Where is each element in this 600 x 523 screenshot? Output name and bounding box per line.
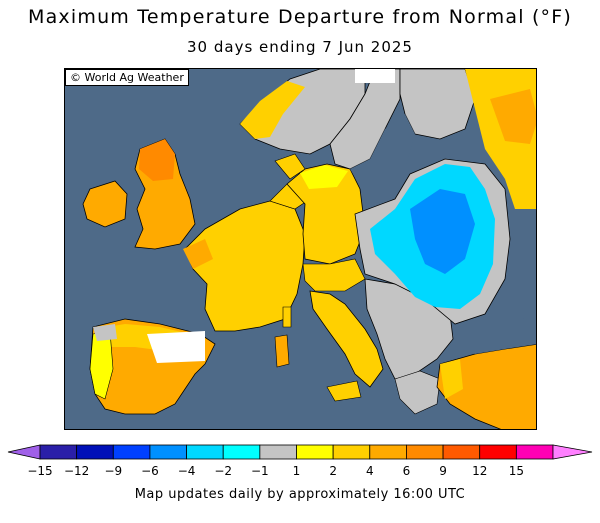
legend-bin <box>39 444 78 460</box>
legend-high-arrow <box>552 444 593 460</box>
legend-tick-label: −12 <box>64 464 89 478</box>
legend-tick-label: 1 <box>293 464 301 478</box>
legend-ticks: −15 −12 −9 −6 −4 −2 −1 1 2 4 6 9 12 15 <box>27 464 524 478</box>
legend-bin <box>149 444 187 460</box>
norway-west-coast <box>240 81 305 139</box>
legend-bin <box>479 444 517 460</box>
legend-tick-label: 9 <box>439 464 447 478</box>
legend-low-arrow <box>7 444 41 460</box>
alps-region <box>302 258 366 292</box>
russia-orange-patch <box>490 89 536 144</box>
legend-bin <box>515 444 554 460</box>
legend-tick-label: −9 <box>104 464 122 478</box>
legend-bin <box>406 444 444 460</box>
italy-region <box>309 290 384 388</box>
brittany-region <box>183 239 213 269</box>
legend-bin <box>259 444 297 460</box>
legend-tick-label: −6 <box>141 464 159 478</box>
sweden-region <box>329 69 401 170</box>
legend-tick-label: −1 <box>251 464 269 478</box>
map-canvas <box>82 69 536 429</box>
sardinia-island <box>274 334 290 368</box>
legend-tick-label: 12 <box>472 464 487 478</box>
denmark-region <box>274 153 306 180</box>
color-scale-legend: −15 −12 −9 −6 −4 −2 −1 1 2 4 6 9 12 15 <box>7 444 593 478</box>
legend-bin <box>112 444 151 460</box>
update-note: Map updates daily by approximately 16:00… <box>134 487 466 502</box>
legend-tick-label: −2 <box>214 464 232 478</box>
greece-region <box>394 370 441 415</box>
scotland-region <box>139 139 175 181</box>
map-credit: © World Ag Weather <box>65 69 189 86</box>
legend-bin <box>76 444 114 460</box>
legend-tick-label: 6 <box>403 464 411 478</box>
ireland-island <box>82 180 128 228</box>
legend-bin <box>332 444 371 460</box>
legend-tick-label: 4 <box>366 464 374 478</box>
cold-anomaly-center <box>410 189 475 274</box>
legend-bin <box>296 444 334 460</box>
sicily-island <box>326 380 362 402</box>
corsica-island <box>282 306 292 328</box>
temperature-map: © World Ag Weather <box>64 68 537 430</box>
map-subtitle: 30 days ending 7 Jun 2025 <box>187 38 413 56</box>
legend-bin <box>222 444 261 460</box>
legend-tick-label: −4 <box>178 464 196 478</box>
legend-bin <box>186 444 224 460</box>
black-sea <box>455 317 536 354</box>
baltic-sea <box>350 114 415 194</box>
legend-bin <box>442 444 481 460</box>
legend-tick-label: 2 <box>329 464 337 478</box>
legend-bin <box>369 444 407 460</box>
germany-north-yellow <box>300 165 348 189</box>
pyrenees-cold-patch <box>147 331 205 363</box>
map-title: Maximum Temperature Departure from Norma… <box>28 6 572 28</box>
galicia-gray <box>93 324 117 341</box>
legend-bins <box>39 444 554 460</box>
snow-patch-north <box>355 69 395 83</box>
legend-tick-label: −15 <box>27 464 52 478</box>
legend-tick-label: 15 <box>509 464 524 478</box>
turkey-west <box>440 359 463 399</box>
